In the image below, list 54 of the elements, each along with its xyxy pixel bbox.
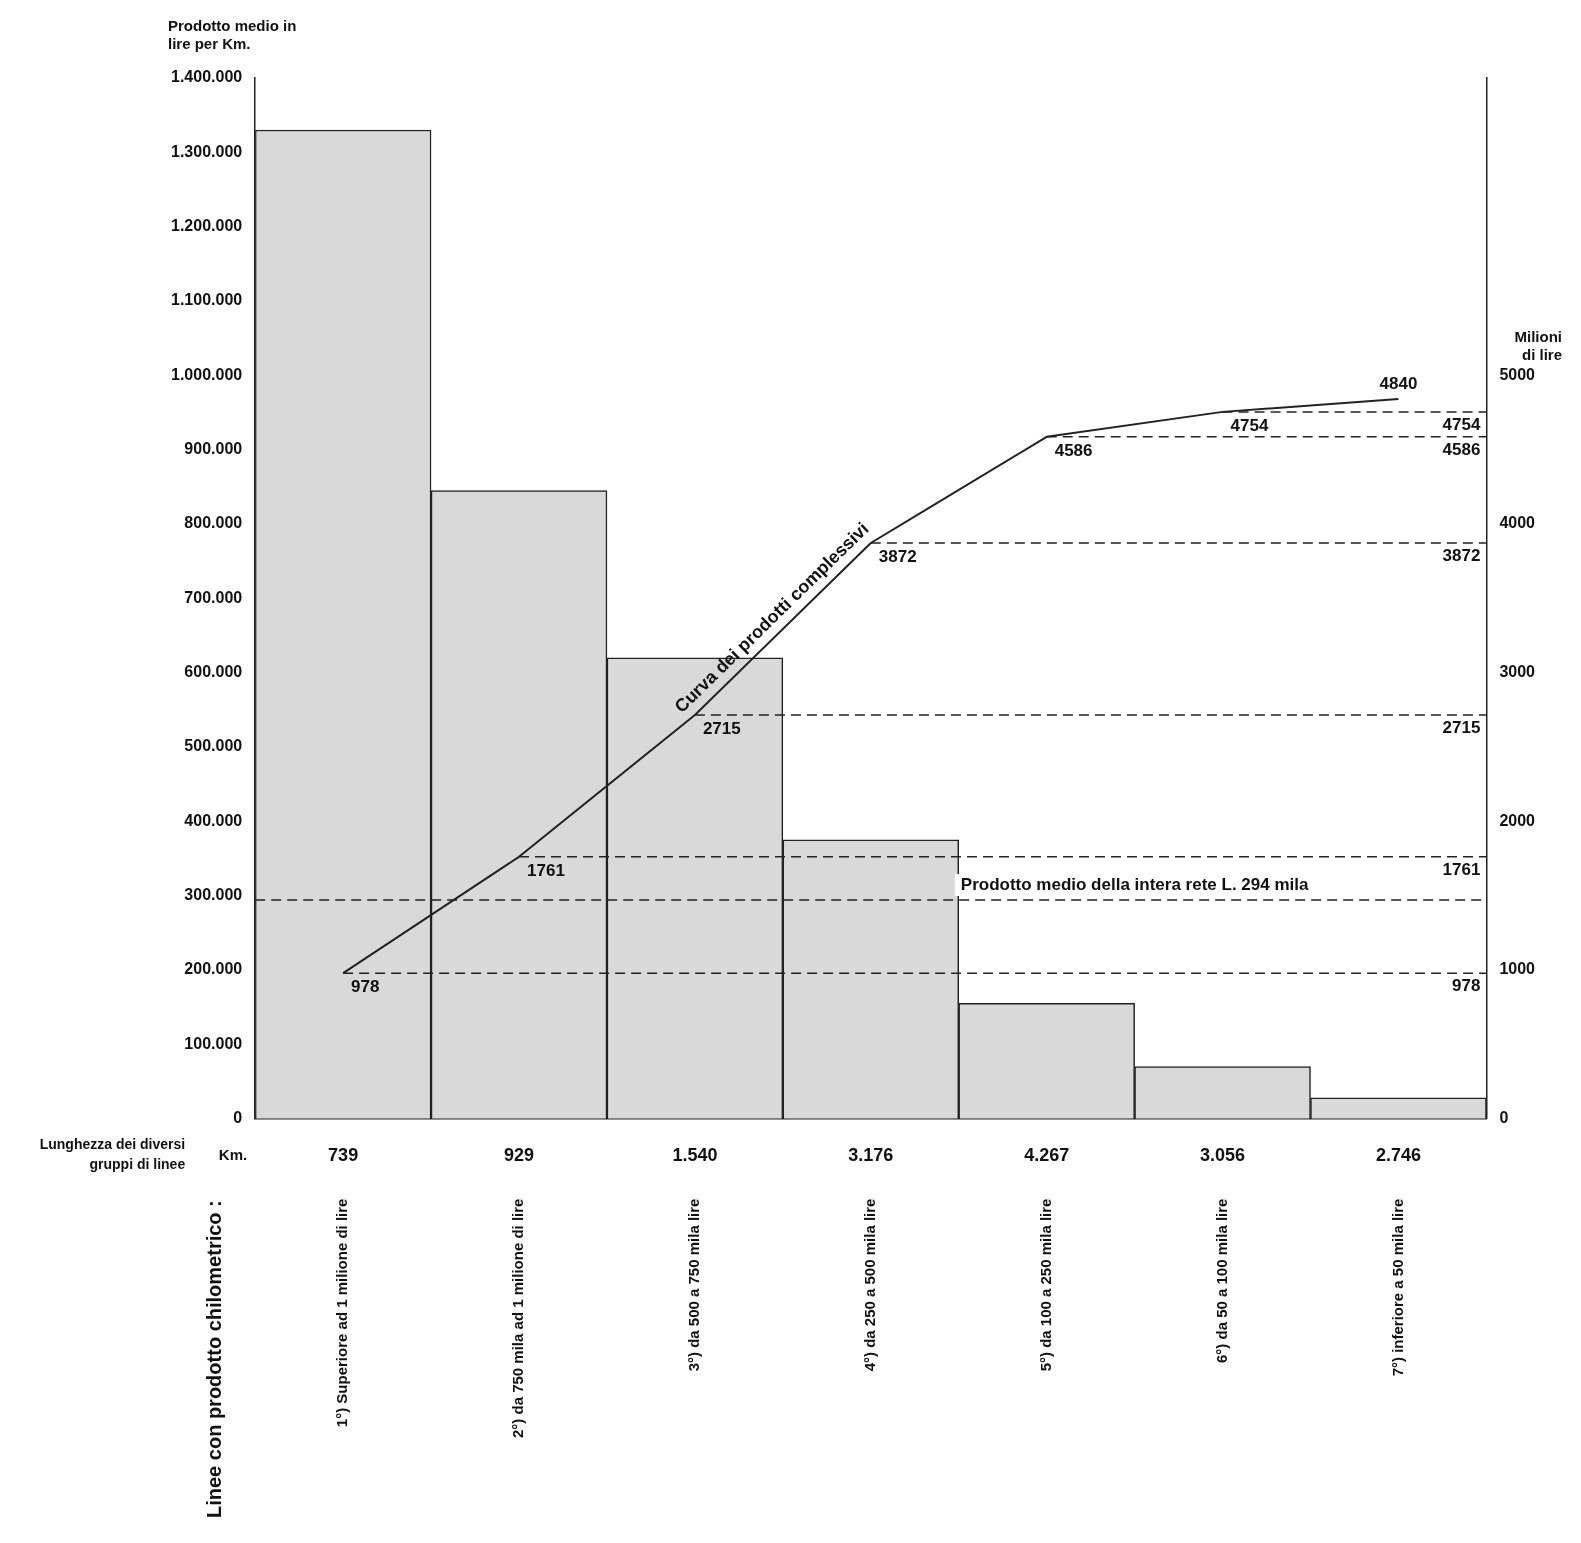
text: 3.176 [848,1144,894,1165]
y-tick-label: 700.000 [184,588,243,606]
y-axis-title: Prodotto medio in lire per Km. [168,16,297,52]
y-tick-label: 1.000.000 [170,365,243,383]
y-tick-label: 1.400.000 [170,68,243,86]
ref-line-label: Prodotto medio della intera rete L. 294 mila [960,875,1309,895]
x-tick-label: 4°) da 250 a 500 mila lire [860,1198,878,1372]
x-tick-label: 5°) da 100 a 250 mila lire [1036,1198,1054,1372]
y-tick-label: 300.000 [184,886,243,903]
data-label: 4754 [1230,416,1269,436]
y2-tick-label: 1000 [1499,960,1536,978]
y-tick-label: 500.000 [184,737,243,755]
x-tick-label: 7°) inferiore a 50 mila lire [1388,1198,1406,1377]
y-tick-label: 400.000 [184,811,243,829]
y2-tick-label: 5000 [1499,365,1536,383]
y-tick-label: 800.000 [184,514,243,532]
y-tick-label: 0 [233,1108,243,1126]
ref-line-label: 978 [1452,976,1481,996]
y-tick-label: 200.000 [184,960,243,978]
x-tick-label: 2°) da 750 mila ad 1 milione di lire [509,1198,527,1438]
ref-line-label: 4754 [1442,415,1481,435]
text: 2.746 [1375,1144,1421,1165]
text: 3.056 [1200,1144,1246,1165]
ref-line-label: 3872 [1442,546,1481,566]
data-label: 4840 [1379,374,1418,394]
y2-axis-title: Milioni di lire [1514,327,1562,363]
y2-tick-label: 3000 [1499,663,1536,681]
data-label: 2715 [702,719,741,739]
data-label: 978 [351,977,380,997]
x-tick-label: 6°) da 50 a 100 mila lire [1212,1198,1230,1364]
text: Km. [218,1145,248,1163]
y-tick-label: 1.100.000 [170,291,243,309]
y2-tick-label: 4000 [1499,514,1536,532]
text: Lunghezza dei diversi gruppi di linee [39,1136,186,1173]
y-tick-label: 100.000 [184,1034,243,1052]
ref-line-label: 4586 [1442,440,1481,460]
ref-line-label: 1761 [1442,859,1481,879]
data-label: 1761 [527,860,565,880]
text: 4.267 [1024,1144,1070,1165]
y2-tick-label: 2000 [1499,811,1536,829]
y-tick-label: 1.300.000 [170,142,243,160]
x-tick-label: 3°) da 500 a 750 mila lire [685,1198,703,1372]
y-tick-label: 1.200.000 [170,217,243,235]
y-tick-label: 900.000 [184,440,243,458]
text: 739 [328,1144,359,1165]
data-label: 3872 [878,547,917,567]
text: Linee con prodotto chilometrico : [202,1200,225,1518]
y-tick-label: 600.000 [184,663,243,681]
y2-tick-label: 0 [1499,1108,1509,1126]
x-tick-label: 1°) Superiore ad 1 milione di lire [333,1198,351,1428]
data-label: 4586 [1054,441,1093,461]
ref-line-label: 2715 [1442,718,1481,738]
text: 1.540 [672,1144,718,1165]
text: 929 [503,1144,535,1165]
